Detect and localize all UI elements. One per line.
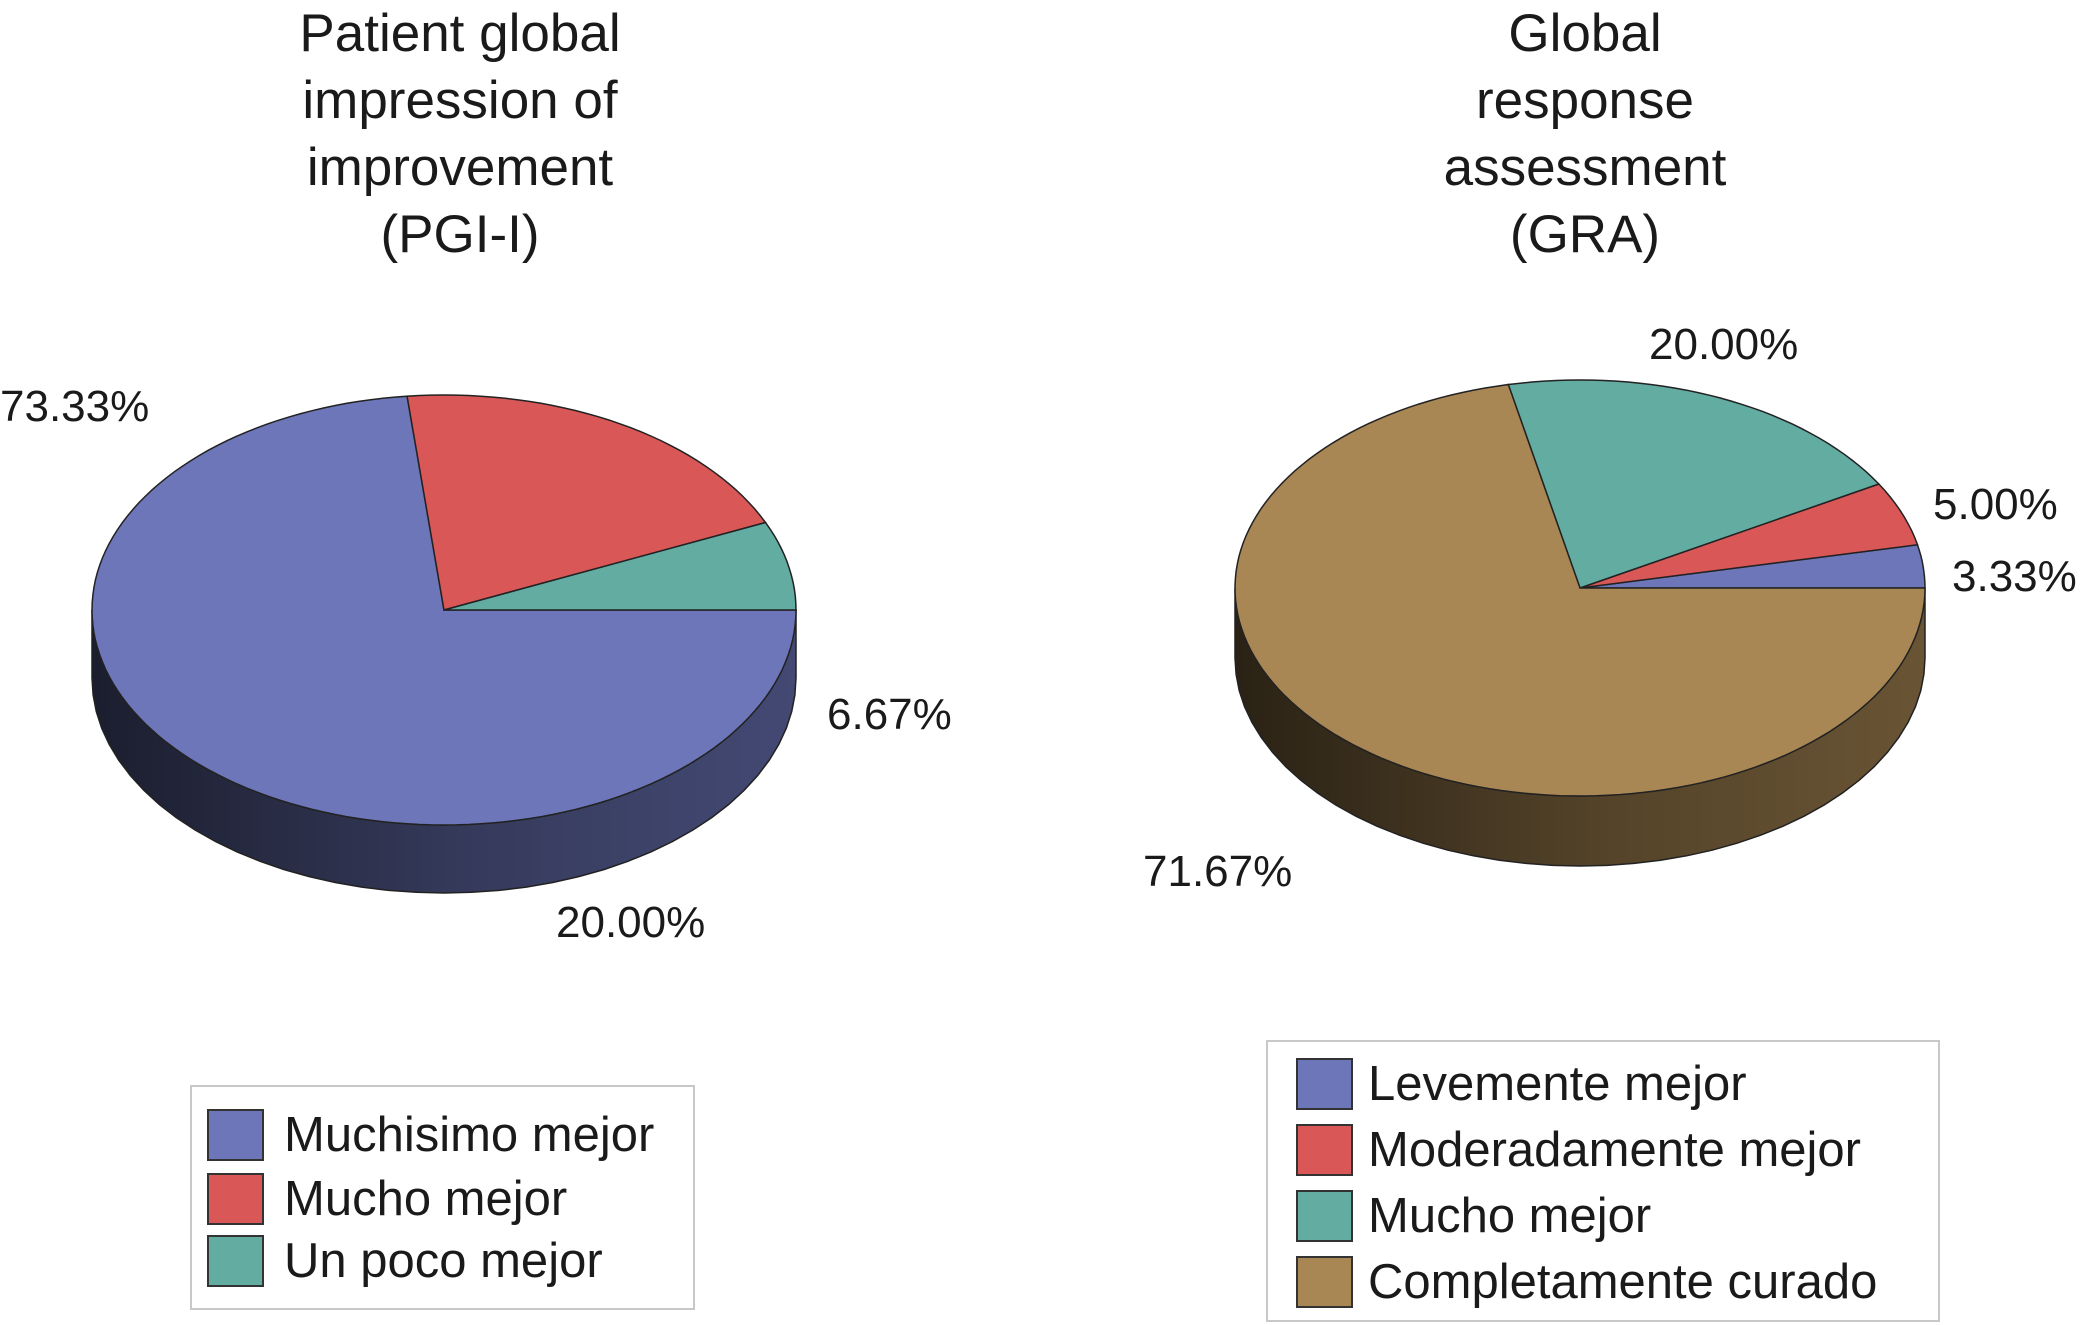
chart-2-slice-1-top [1579, 483, 1919, 589]
chart-2-legend-swatch-3 [1296, 1256, 1353, 1308]
chart-1-legend-label-2: Un poco mejor [284, 1234, 603, 1288]
chart-1-legend-label-0: Muchisimo mejor [284, 1108, 655, 1162]
chart-1-slice-0-label: 73.33% [0, 382, 150, 431]
chart-1-legend: Muchisimo mejor Mucho mejor Un poco mejo… [190, 1085, 695, 1310]
chart-1-slice-1-label: 20.00% [556, 898, 706, 947]
chart-2-slice-2-label: 20.00% [1649, 320, 1799, 369]
chart-2-legend-swatch-1 [1296, 1124, 1353, 1176]
chart-2-legend-label-2: Mucho mejor [1368, 1189, 1652, 1243]
chart-2-slice-3-top [1234, 383, 1926, 797]
chart-2-slice-2-top [1507, 379, 1881, 589]
chart-1-title: Patient global impression of improvement… [299, 4, 621, 264]
chart-2-slice-3-label: 71.67% [1143, 847, 1293, 896]
chart-1-slice-1-top [406, 394, 767, 611]
chart-1-legend-swatch-2 [207, 1235, 264, 1287]
chart-2-slice-1-label: 5.00% [1933, 480, 2058, 529]
chart-1-legend-swatch-0 [207, 1109, 264, 1161]
chart-2-legend: Levemente mejor Moderadamente mejor Much… [1266, 1040, 1940, 1322]
chart-2-legend-label-3: Completamente curado [1368, 1255, 1878, 1309]
chart-2-legend-swatch-2 [1296, 1190, 1353, 1242]
chart-1-slice-2-label: 6.67% [827, 690, 952, 739]
chart-2-legend-label-1: Moderadamente mejor [1368, 1123, 1861, 1177]
chart-2-title: Global response assessment (GRA) [1443, 4, 1727, 264]
chart-2-legend-label-0: Levemente mejor [1368, 1057, 1747, 1111]
chart-1-legend-swatch-1 [207, 1173, 264, 1225]
chart-1-slice-2-top [443, 521, 797, 611]
chart-2-slice-0-label: 3.33% [1952, 552, 2077, 601]
chart-2-legend-swatch-0 [1296, 1058, 1353, 1110]
chart-1-legend-label-1: Mucho mejor [284, 1172, 568, 1226]
